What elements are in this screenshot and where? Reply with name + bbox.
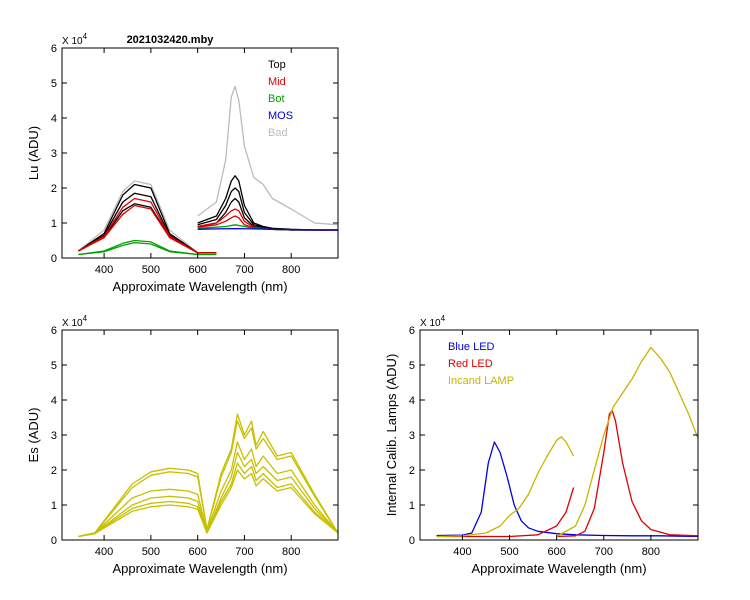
lamps-y-tick-label: 2 bbox=[409, 465, 415, 477]
es-y-tick-label: 6 bbox=[51, 325, 57, 337]
lu-x-tick-label: 400 bbox=[95, 264, 113, 276]
es-series-line-es bbox=[78, 413, 338, 538]
lamps-y-multiplier: X 104 bbox=[420, 314, 446, 329]
lamps-y-tick-label: 5 bbox=[409, 360, 415, 372]
lamps-x-axis-label: Approximate Wavelength (nm) bbox=[471, 561, 646, 576]
lu-series-line-bad bbox=[197, 85, 338, 226]
lu-series-line-bot bbox=[78, 241, 217, 256]
lamps-x-tick-label: 700 bbox=[595, 546, 613, 558]
lamps-x-tick-label: 800 bbox=[642, 546, 660, 558]
es-x-tick-label: 600 bbox=[188, 546, 206, 558]
lamps-series-group bbox=[436, 346, 698, 538]
lamps-x-tick-label: 500 bbox=[500, 546, 518, 558]
lu-y-multiplier-exp: 4 bbox=[83, 32, 88, 41]
lu-y-multiplier: X 104 bbox=[62, 32, 88, 47]
es-series-group bbox=[78, 413, 338, 538]
lu-y-tick-label: 2 bbox=[51, 183, 57, 195]
es-y-tick-label: 3 bbox=[51, 430, 57, 442]
lu-x-axis-label: Approximate Wavelength (nm) bbox=[112, 279, 287, 294]
lu-series-line-top bbox=[78, 203, 217, 254]
lamps-x-tick-label: 400 bbox=[453, 546, 471, 558]
es-series-line-es bbox=[78, 451, 338, 538]
es-y-axis-label: Es (ADU) bbox=[26, 408, 41, 463]
lamps-series-line-incand-lamp bbox=[436, 436, 575, 538]
lamps-y-tick-label: 1 bbox=[409, 500, 415, 512]
es-series-line-es bbox=[78, 420, 338, 538]
es-y-multiplier-exp: 4 bbox=[83, 314, 88, 323]
lamps-y-tick-label: 3 bbox=[409, 430, 415, 442]
lu-series-line-top bbox=[78, 183, 217, 254]
lu-legend-entry: Mid bbox=[268, 76, 286, 88]
lu-y-axis-label: Lu (ADU) bbox=[26, 126, 41, 180]
lamps-y-multiplier-base: X 10 bbox=[420, 318, 441, 329]
es-y-tick-label: 5 bbox=[51, 360, 57, 372]
lu-y-tick-label: 5 bbox=[51, 78, 57, 90]
lu-y-tick-label: 4 bbox=[51, 113, 57, 125]
lamps-y-tick-label: 0 bbox=[409, 535, 415, 547]
lamps-series-line-red-led bbox=[556, 409, 698, 538]
lamps-y-tick-label: 4 bbox=[409, 395, 415, 407]
lu-legend-entry: Bad bbox=[268, 127, 288, 139]
lu-x-tick-label: 700 bbox=[235, 264, 253, 276]
es-x-tick-label: 400 bbox=[95, 546, 113, 558]
lu-y-tick-label: 6 bbox=[51, 43, 57, 55]
es-y-tick-label: 1 bbox=[51, 500, 57, 512]
es-y-tick-label: 4 bbox=[51, 395, 57, 407]
lamps-legend-entry: Red LED bbox=[448, 358, 493, 370]
lu-y-tick-label: 3 bbox=[51, 148, 57, 160]
lu-series-line-mid bbox=[78, 204, 217, 254]
es-y-tick-label: 2 bbox=[51, 465, 57, 477]
es-series-line-es bbox=[78, 462, 338, 538]
lamps-series-line-incand-lamp bbox=[556, 346, 698, 538]
lu-chart-title: 2021032420.mby bbox=[127, 34, 215, 46]
lamps-series-line-red-led bbox=[436, 487, 575, 538]
lamps-y-tick-label: 6 bbox=[409, 325, 415, 337]
lamps-x-tick-label: 600 bbox=[547, 546, 565, 558]
lu-legend-entry: Bot bbox=[268, 93, 285, 105]
lu-y-tick-label: 1 bbox=[51, 218, 57, 230]
es-y-multiplier: X 104 bbox=[62, 314, 88, 329]
es-x-axis-label: Approximate Wavelength (nm) bbox=[112, 561, 287, 576]
lu-y-tick-label: 0 bbox=[51, 253, 57, 265]
lu-legend-entry: MOS bbox=[268, 110, 293, 122]
es-series-line-es bbox=[78, 469, 338, 538]
lu-series-line-top bbox=[197, 197, 338, 231]
lu-legend-entry: Top bbox=[268, 59, 286, 71]
es-x-tick-label: 700 bbox=[235, 546, 253, 558]
lu-series-group bbox=[77, 85, 338, 256]
lamps-legend-entry: Incand LAMP bbox=[448, 375, 514, 387]
lamps-y-multiplier-exp: 4 bbox=[441, 314, 446, 323]
es-x-tick-label: 800 bbox=[282, 546, 300, 558]
es-x-tick-label: 500 bbox=[142, 546, 160, 558]
es-y-tick-label: 0 bbox=[51, 535, 57, 547]
lu-x-tick-label: 500 bbox=[142, 264, 160, 276]
lu-y-multiplier-base: X 10 bbox=[62, 36, 83, 47]
es-series-line-es bbox=[78, 441, 338, 538]
lu-x-tick-label: 600 bbox=[188, 264, 206, 276]
lamps-series-line-blue-led bbox=[436, 441, 698, 538]
es-y-multiplier-base: X 10 bbox=[62, 318, 83, 329]
lu-series-line-mos bbox=[197, 227, 338, 231]
lu-x-tick-label: 800 bbox=[282, 264, 300, 276]
lamps-y-axis-label: Internal Calib. Lamps (ADU) bbox=[384, 354, 399, 517]
lamps-legend-entry: Blue LED bbox=[448, 341, 495, 353]
